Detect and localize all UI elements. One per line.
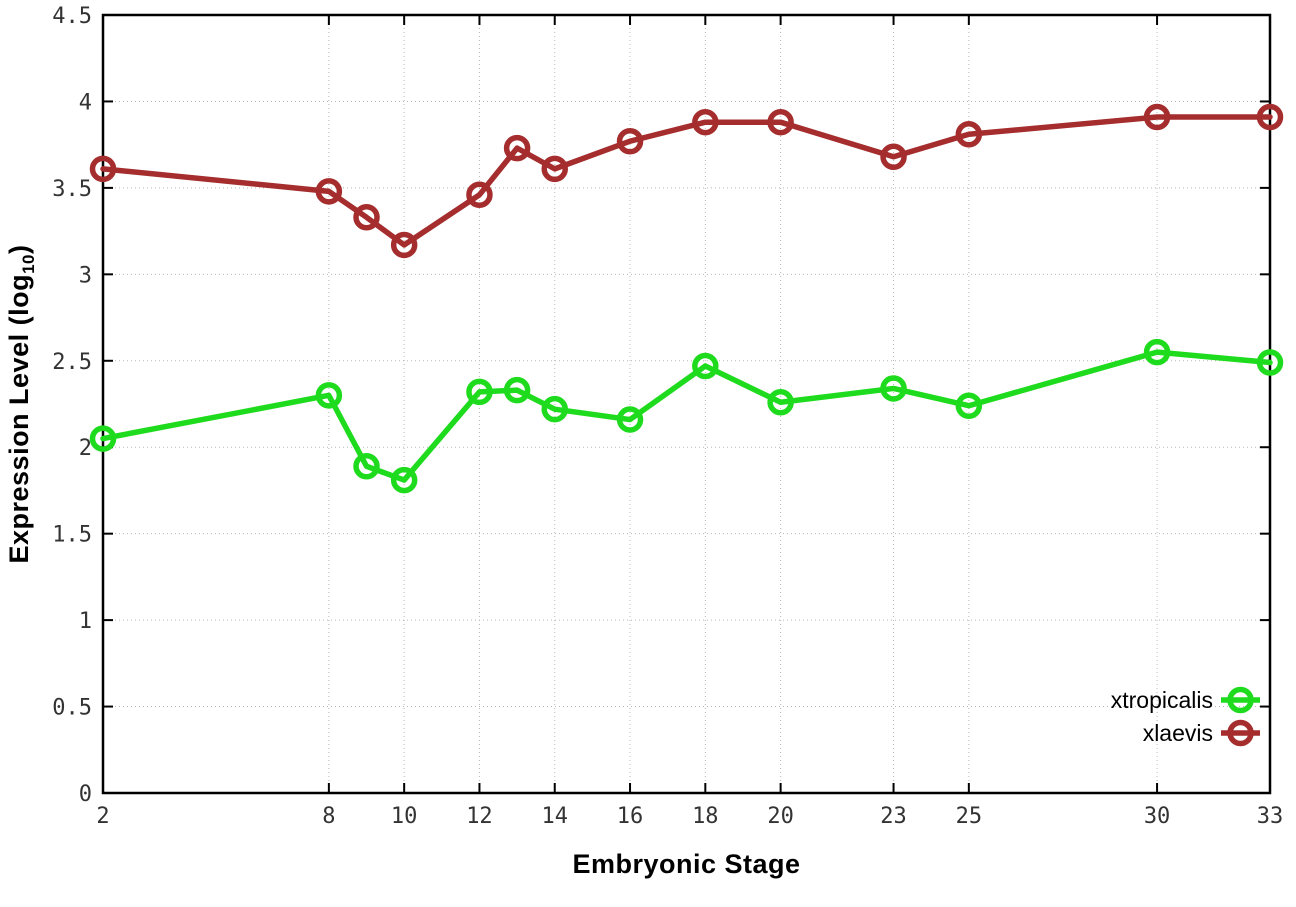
data-point-xtropicalis-stage-18	[692, 352, 719, 380]
data-point-xlaevis-stage-20	[767, 108, 794, 136]
legend-label-xlaevis: xlaevis	[1143, 720, 1213, 746]
y-axis-title: Expression Level (log10)	[4, 244, 39, 563]
x-tick-label-14: 14	[541, 804, 568, 829]
y-axis-title-subscript: 10	[19, 253, 38, 274]
x-tick-label-33: 33	[1257, 804, 1284, 829]
data-point-xtropicalis-stage-10	[390, 466, 418, 494]
legend-marker-xlaevis	[1227, 719, 1254, 747]
data-point-xlaevis-stage-12	[466, 181, 493, 209]
y-tick-label-2.5: 2.5	[52, 350, 92, 375]
data-point-xtropicalis-stage-30	[1143, 338, 1171, 366]
data-point-xtropicalis-stage-8	[315, 382, 343, 409]
data-point-xtropicalis-stage-9	[353, 452, 380, 480]
x-tick-label-23: 23	[880, 804, 907, 829]
legend-marker-xtropicalis	[1227, 686, 1254, 714]
x-tick-label-25: 25	[956, 804, 983, 829]
y-tick-label-0: 0	[79, 782, 92, 807]
data-point-xlaevis-stage-16	[616, 127, 644, 155]
x-tick-label-30: 30	[1144, 804, 1171, 829]
y-tick-label-1.5: 1.5	[52, 523, 92, 548]
data-point-xtropicalis-stage-25	[955, 392, 983, 419]
y-axis-title-text: Expression Level (log	[4, 273, 34, 564]
data-point-xlaevis-stage-2	[89, 155, 117, 183]
x-tick-label-20: 20	[767, 804, 794, 829]
data-point-xlaevis-stage-23	[880, 143, 907, 171]
data-point-xlaevis-stage-14	[541, 155, 568, 183]
data-point-xlaevis-stage-18	[692, 108, 719, 136]
y-tick-label-1: 1	[79, 609, 92, 634]
data-point-xtropicalis-stage-2	[89, 425, 117, 452]
y-tick-label-4: 4	[79, 90, 92, 115]
y-tick-label-3.5: 3.5	[52, 177, 92, 202]
x-tick-label-12: 12	[466, 804, 493, 829]
x-tick-label-10: 10	[391, 804, 418, 829]
data-point-xlaevis-stage-25	[955, 121, 983, 148]
x-tick-label-16: 16	[617, 804, 644, 829]
data-point-xtropicalis-stage-20	[767, 389, 794, 416]
y-axis-title-close: )	[4, 244, 34, 254]
data-point-xtropicalis-stage-13	[503, 376, 531, 404]
x-tick-label-2: 2	[96, 804, 109, 829]
data-point-xlaevis-stage-8	[315, 178, 343, 205]
data-point-xlaevis-stage-33	[1256, 103, 1284, 131]
legend-label-xtropicalis: xtropicalis	[1111, 687, 1213, 713]
x-tick-label-8: 8	[322, 804, 335, 829]
data-point-xtropicalis-stage-14	[541, 395, 568, 423]
y-tick-label-3: 3	[79, 263, 92, 288]
data-point-xtropicalis-stage-33	[1256, 349, 1284, 376]
x-axis-title: Embryonic Stage	[572, 849, 801, 879]
data-point-xlaevis-stage-9	[353, 204, 380, 231]
data-point-xlaevis-stage-13	[503, 134, 531, 162]
data-point-xlaevis-stage-30	[1143, 103, 1171, 131]
data-point-xtropicalis-stage-12	[466, 378, 493, 406]
plot-border	[101, 13, 1272, 795]
y-tick-label-2: 2	[79, 436, 92, 461]
series-line-xtropicalis	[100, 349, 1273, 483]
data-point-xtropicalis-stage-16	[616, 406, 644, 433]
series-line-xlaevis	[100, 114, 1273, 248]
y-tick-label-4.5: 4.5	[52, 4, 92, 29]
data-point-xlaevis-stage-10	[390, 231, 418, 259]
y-tick-label-0.5: 0.5	[52, 696, 92, 721]
x-tick-label-18: 18	[692, 804, 719, 829]
data-point-xtropicalis-stage-23	[880, 375, 907, 402]
